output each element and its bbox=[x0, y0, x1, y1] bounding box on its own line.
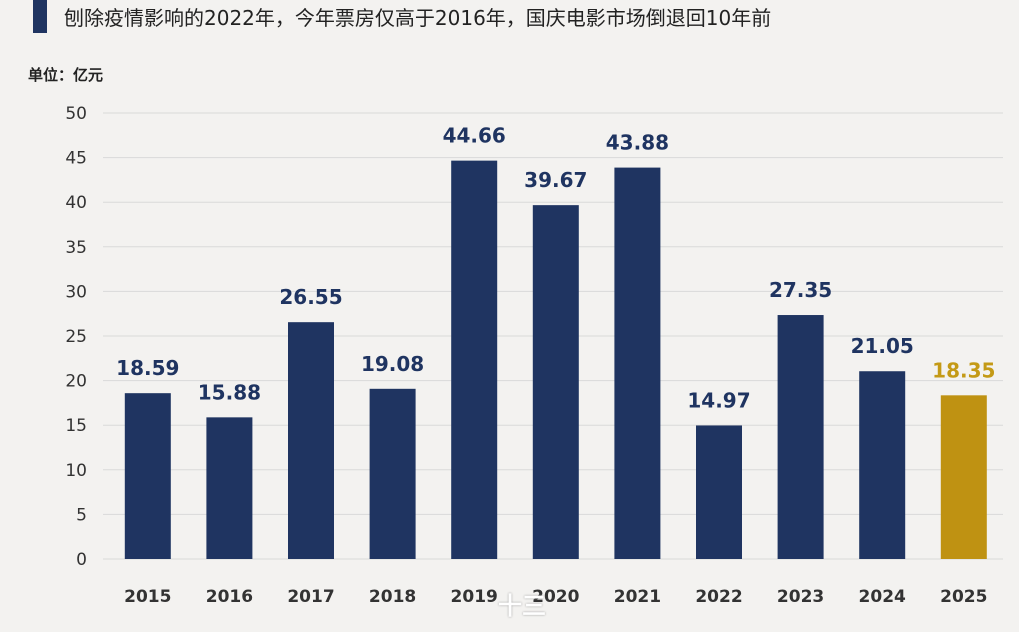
value-label-2021: 43.88 bbox=[606, 131, 669, 155]
bar-2016 bbox=[206, 417, 253, 559]
bar-2019 bbox=[451, 160, 498, 559]
y-tick-label: 0 bbox=[76, 550, 87, 570]
y-tick-label: 35 bbox=[65, 238, 87, 258]
bar-2022 bbox=[696, 425, 742, 559]
x-tick-label-2018: 2018 bbox=[369, 587, 416, 607]
bar-2024 bbox=[859, 371, 906, 559]
x-tick-label-2017: 2017 bbox=[287, 587, 334, 607]
bar-2018 bbox=[369, 388, 416, 559]
bar-2015 bbox=[124, 393, 171, 559]
value-label-2025: 18.35 bbox=[932, 358, 995, 382]
y-tick-label: 45 bbox=[65, 149, 87, 169]
x-tick-label-2023: 2023 bbox=[777, 587, 824, 607]
unit-label: 单位：亿元 bbox=[28, 66, 104, 84]
x-tick-label-2022: 2022 bbox=[695, 587, 742, 607]
x-tick-label-2025: 2025 bbox=[940, 587, 987, 607]
y-tick-label: 5 bbox=[76, 505, 87, 525]
value-label-2015: 18.59 bbox=[116, 356, 179, 380]
value-label-2022: 14.97 bbox=[687, 388, 750, 412]
chart-title: 刨除疫情影响的2022年，今年票房仅高于2016年，国庆电影市场倒退回10年前 bbox=[64, 6, 772, 30]
bars bbox=[124, 160, 987, 559]
watermark-text: 十三 bbox=[498, 592, 546, 620]
title-bar: 刨除疫情影响的2022年，今年票房仅高于2016年，国庆电影市场倒退回10年前 bbox=[0, 0, 1019, 40]
y-tick-label: 50 bbox=[65, 104, 87, 124]
value-label-2016: 15.88 bbox=[198, 380, 261, 404]
x-tick-label-2019: 2019 bbox=[451, 587, 498, 607]
value-labels: 18.59 15.88 26.55 19.08 44.66 39.67 43.88 14.97… bbox=[116, 124, 995, 413]
y-tick-label: 40 bbox=[65, 193, 87, 213]
bar-2021 bbox=[614, 167, 661, 559]
value-label-2020: 39.67 bbox=[524, 168, 587, 192]
title-accent-bar bbox=[33, 0, 47, 33]
x-tick-label-2015: 2015 bbox=[124, 587, 171, 607]
x-tick-label-2020: 2020 bbox=[532, 587, 579, 607]
x-tick-label-2016: 2016 bbox=[206, 587, 253, 607]
y-tick-label: 15 bbox=[65, 416, 87, 436]
value-label-2024: 21.05 bbox=[851, 334, 914, 358]
bar-2023 bbox=[777, 315, 824, 559]
x-tick-label-2021: 2021 bbox=[614, 587, 661, 607]
y-tick-label: 20 bbox=[65, 372, 87, 392]
value-label-2017: 26.55 bbox=[279, 285, 342, 309]
value-label-2018: 19.08 bbox=[361, 352, 424, 376]
y-axis-ticks: 0 5 10 15 20 25 30 35 40 45 50 bbox=[65, 104, 87, 570]
x-axis-labels: 2015 2016 2017 2018 2019 2020 2021 2022 2023 2024… bbox=[124, 587, 987, 607]
y-tick-label: 30 bbox=[65, 282, 87, 302]
x-tick-label-2024: 2024 bbox=[859, 587, 906, 607]
value-label-2019: 44.66 bbox=[443, 124, 506, 148]
bar-2017 bbox=[288, 322, 334, 559]
bar-2025 bbox=[940, 395, 987, 559]
y-tick-label: 10 bbox=[65, 461, 87, 481]
value-label-2023: 27.35 bbox=[769, 278, 832, 302]
y-tick-label: 25 bbox=[65, 327, 87, 347]
bar-2020 bbox=[532, 205, 579, 559]
